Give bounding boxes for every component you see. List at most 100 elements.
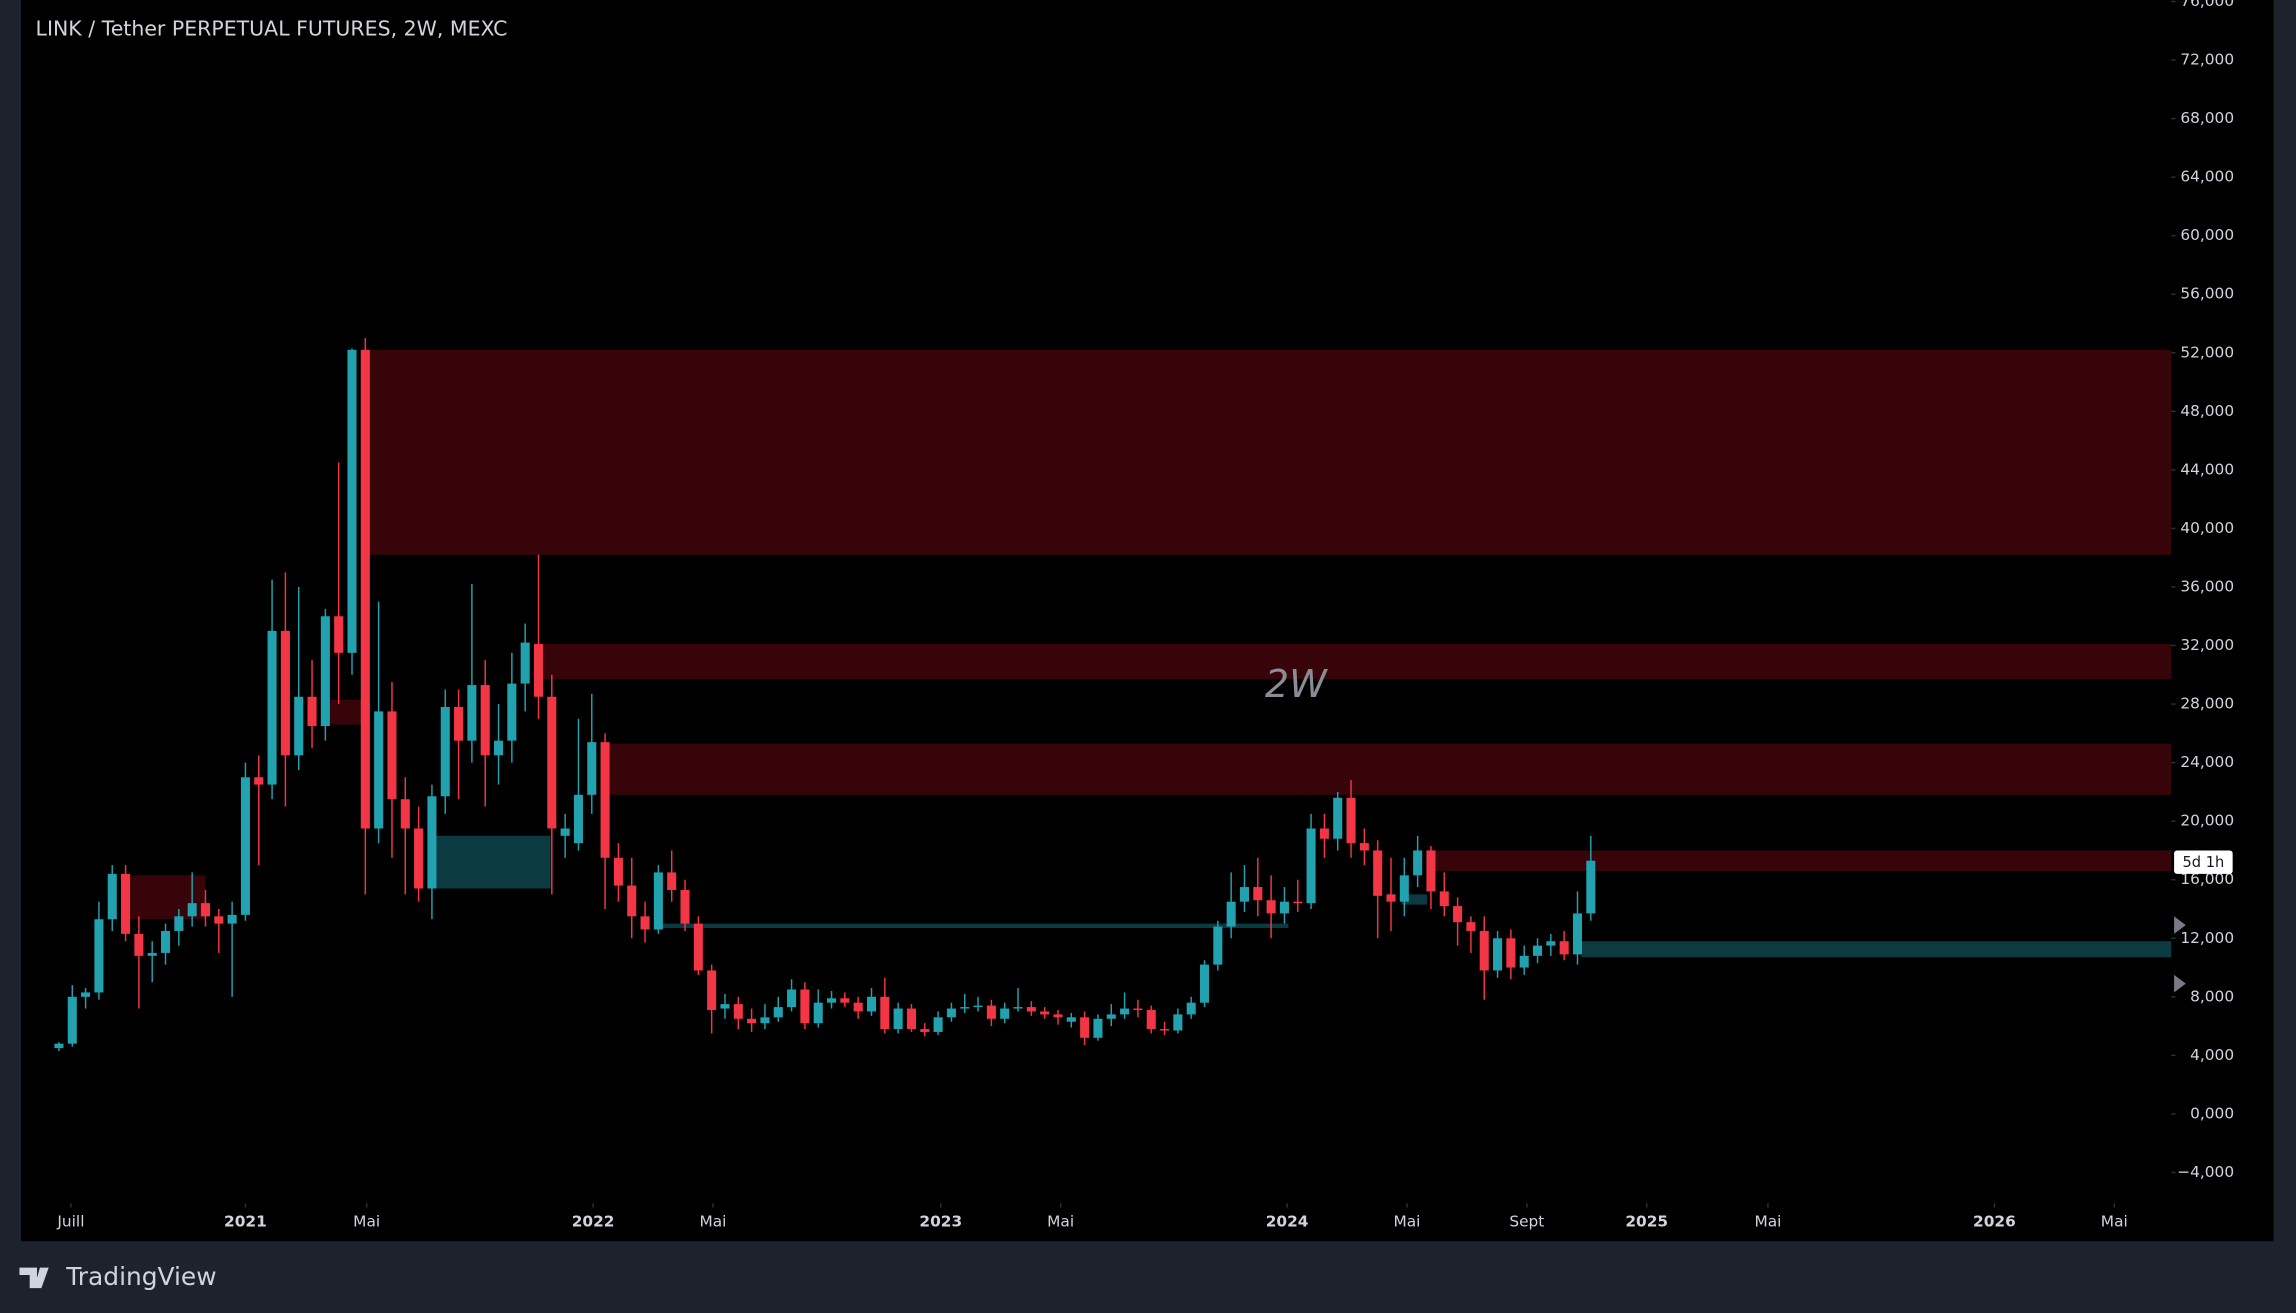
candle-body xyxy=(1413,850,1423,876)
candle-body xyxy=(1546,941,1556,946)
countdown-box xyxy=(2174,850,2233,874)
candle-body xyxy=(827,998,837,1003)
candle-body xyxy=(1120,1008,1130,1015)
candle-body xyxy=(414,828,424,889)
y-tick-label: 44,000 xyxy=(2180,460,2234,478)
candle-body xyxy=(493,740,504,756)
x-tick-label: Mai xyxy=(700,1213,727,1231)
candle-body xyxy=(54,1043,64,1049)
candle-body xyxy=(427,796,437,889)
zone xyxy=(1401,894,1427,905)
zone xyxy=(603,743,2172,795)
candle-body xyxy=(960,1007,970,1009)
x-tick-label: 2025 xyxy=(1625,1213,1668,1231)
zone xyxy=(366,349,2172,555)
y-tick-label: 56,000 xyxy=(2180,285,2234,303)
y-tick-label: 36,000 xyxy=(2180,577,2234,595)
candle-body xyxy=(307,696,317,727)
candle-body xyxy=(1066,1017,1076,1022)
candle-body xyxy=(1506,938,1516,968)
candle-body xyxy=(1213,926,1223,965)
candle-body xyxy=(653,872,663,930)
y-tick-label: 24,000 xyxy=(2180,753,2234,771)
candle-body xyxy=(800,989,810,1024)
y-tick-label: 28,000 xyxy=(2180,695,2234,713)
logo-mark xyxy=(19,1267,49,1289)
candle-body xyxy=(547,696,557,829)
candle-body xyxy=(760,1017,770,1024)
candle-body xyxy=(1493,938,1503,971)
candle-body xyxy=(1133,1008,1143,1010)
brand-logo[interactable]: TradingView xyxy=(19,1262,217,1291)
candle-body xyxy=(986,1005,996,1019)
candle-body xyxy=(853,1002,863,1012)
y-tick-label: 8,000 xyxy=(2190,987,2234,1005)
candle-body xyxy=(67,996,77,1044)
candle-body xyxy=(480,685,490,756)
candle-body xyxy=(813,1002,823,1024)
x-tick-label: 2023 xyxy=(919,1213,962,1231)
marker xyxy=(2174,974,2186,993)
candle-body xyxy=(1226,901,1236,927)
candle-body xyxy=(147,952,157,956)
candle-body xyxy=(1532,945,1543,956)
candle-body xyxy=(1293,901,1303,904)
candle-body xyxy=(267,630,277,785)
candle-body xyxy=(880,996,890,1030)
y-tick-label: 32,000 xyxy=(2180,636,2234,654)
candle-body xyxy=(1386,894,1396,902)
y-tick-label: 48,000 xyxy=(2180,402,2234,420)
candle-body xyxy=(280,630,290,756)
candle-body xyxy=(1453,906,1463,923)
axes: 76,000 72,000 68,000 64,000 60,000 56,000 52,0… xyxy=(56,0,2234,1231)
candle-body xyxy=(1199,964,1210,1003)
zone xyxy=(1581,941,2172,958)
candle-body xyxy=(1266,900,1276,914)
candle-body xyxy=(667,872,677,890)
candle-body xyxy=(1319,828,1329,839)
candle-body xyxy=(946,1008,956,1018)
candle-body xyxy=(107,873,117,920)
candle-body xyxy=(906,1008,916,1030)
y-tick-label: 20,000 xyxy=(2180,812,2234,830)
x-tick-label: Mai xyxy=(1754,1213,1781,1231)
candle-body xyxy=(320,616,330,727)
candle-body xyxy=(933,1017,943,1032)
x-tick-label: Mai xyxy=(1047,1213,1074,1231)
y-tick-label: −4,000 xyxy=(2177,1163,2234,1181)
candle-body xyxy=(1013,1007,1023,1009)
candle-body xyxy=(360,349,370,829)
candles xyxy=(54,338,1596,1051)
candle-body xyxy=(174,916,184,931)
x-tick-label: Juill xyxy=(56,1213,84,1231)
candle-body xyxy=(893,1008,903,1030)
y-tick-label: 0,000 xyxy=(2190,1104,2234,1122)
x-tick-label: 2026 xyxy=(1973,1213,2016,1231)
candle-body xyxy=(1426,850,1436,892)
candle-body xyxy=(1000,1008,1010,1019)
candle-body xyxy=(347,349,357,653)
y-tick-label: 68,000 xyxy=(2180,109,2234,127)
candle-body xyxy=(374,711,384,829)
zone xyxy=(655,923,1289,929)
candle-body xyxy=(1160,1029,1170,1031)
candle-body xyxy=(520,642,530,684)
candle-body xyxy=(733,1004,743,1019)
candle-body xyxy=(680,889,690,924)
candle-body xyxy=(1399,875,1409,902)
candle-body xyxy=(920,1029,930,1032)
zone xyxy=(1426,850,2172,871)
candle-body xyxy=(254,777,264,785)
watermark: 2W xyxy=(1265,662,1328,706)
candle-body xyxy=(1373,850,1383,896)
candle-body xyxy=(1559,941,1569,955)
candle-body xyxy=(1279,901,1289,914)
countdown: 5d 1h xyxy=(2182,854,2224,871)
candle-body xyxy=(1026,1007,1036,1012)
candle-body xyxy=(840,998,850,1003)
candle-body xyxy=(1239,887,1250,902)
candle-body xyxy=(720,1004,730,1009)
y-tick-label: 72,000 xyxy=(2180,51,2234,69)
candle-body xyxy=(787,989,797,1008)
